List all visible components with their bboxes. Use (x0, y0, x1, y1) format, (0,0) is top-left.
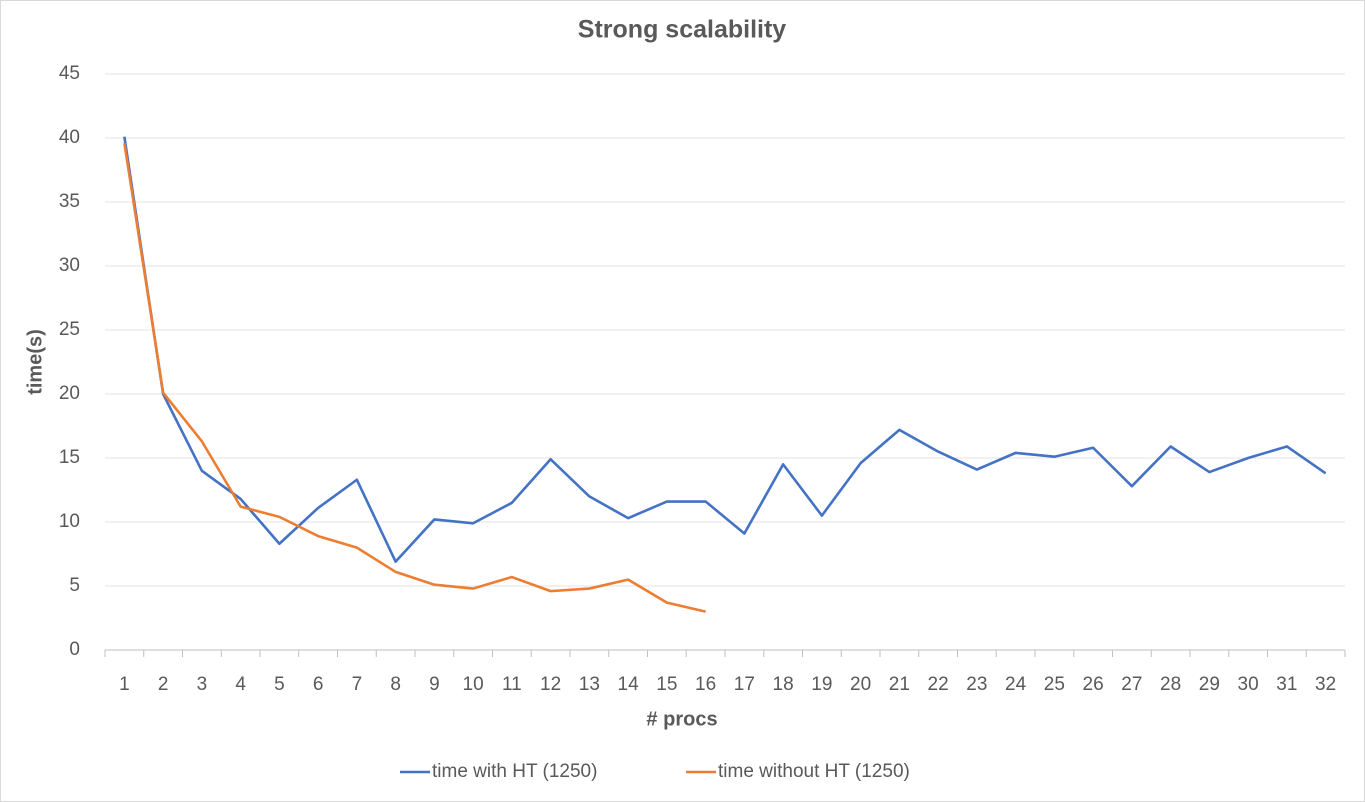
x-tick-label: 32 (1315, 674, 1336, 695)
series-line (123, 142, 706, 613)
x-tick-label: 6 (313, 674, 324, 695)
x-tick-label: 5 (274, 674, 285, 695)
x-tick-label: 20 (850, 674, 871, 695)
x-tick-label: 27 (1121, 674, 1142, 695)
x-tick-label: 7 (352, 674, 363, 695)
chart-title: Strong scalability (578, 16, 786, 44)
x-tick-label: 26 (1083, 674, 1104, 695)
y-tick-label: 10 (59, 511, 80, 532)
legend-label: time with HT (1250) (432, 761, 597, 782)
x-tick-label: 12 (540, 674, 561, 695)
x-tick-label: 16 (695, 674, 716, 695)
x-tick-label: 19 (811, 674, 832, 695)
x-tick-label: 24 (1005, 674, 1027, 695)
x-tick-label: 21 (889, 674, 910, 695)
x-tick-label: 14 (618, 674, 640, 695)
y-tick-label: 30 (59, 255, 80, 276)
x-tick-label: 11 (502, 674, 522, 695)
x-tick-label: 30 (1238, 674, 1259, 695)
x-tick-label: 4 (235, 674, 246, 695)
y-tick-label: 15 (59, 447, 80, 468)
x-tick-label: 2 (158, 674, 169, 695)
x-tick-label: 23 (966, 674, 987, 695)
x-tick-label: 25 (1044, 674, 1065, 695)
x-tick-label: 31 (1276, 674, 1297, 695)
x-tick-label: 1 (119, 674, 130, 695)
legend-label: time without HT (1250) (718, 761, 910, 782)
series-line (123, 136, 1327, 563)
x-tick-label: 29 (1199, 674, 1220, 695)
x-tick-label: 10 (463, 674, 484, 695)
x-tick-label: 8 (390, 674, 401, 695)
y-axis-label: time(s) (24, 329, 46, 395)
x-tick-label: 28 (1160, 674, 1181, 695)
y-tick-label: 0 (69, 639, 80, 660)
y-tick-label: 45 (59, 63, 80, 84)
x-tick-label: 13 (579, 674, 600, 695)
y-tick-label: 20 (59, 383, 80, 404)
x-tick-label: 15 (656, 674, 677, 695)
x-tick-label: 9 (429, 674, 440, 695)
y-tick-label: 25 (59, 319, 80, 340)
x-axis-label: # procs (646, 708, 717, 730)
x-tick-label: 22 (928, 674, 949, 695)
y-tick-label: 5 (69, 575, 80, 596)
x-tick-label: 3 (197, 674, 208, 695)
y-tick-label: 35 (59, 191, 80, 212)
x-tick-label: 17 (734, 674, 755, 695)
y-tick-label: 40 (59, 127, 80, 148)
x-tick-label: 18 (773, 674, 794, 695)
